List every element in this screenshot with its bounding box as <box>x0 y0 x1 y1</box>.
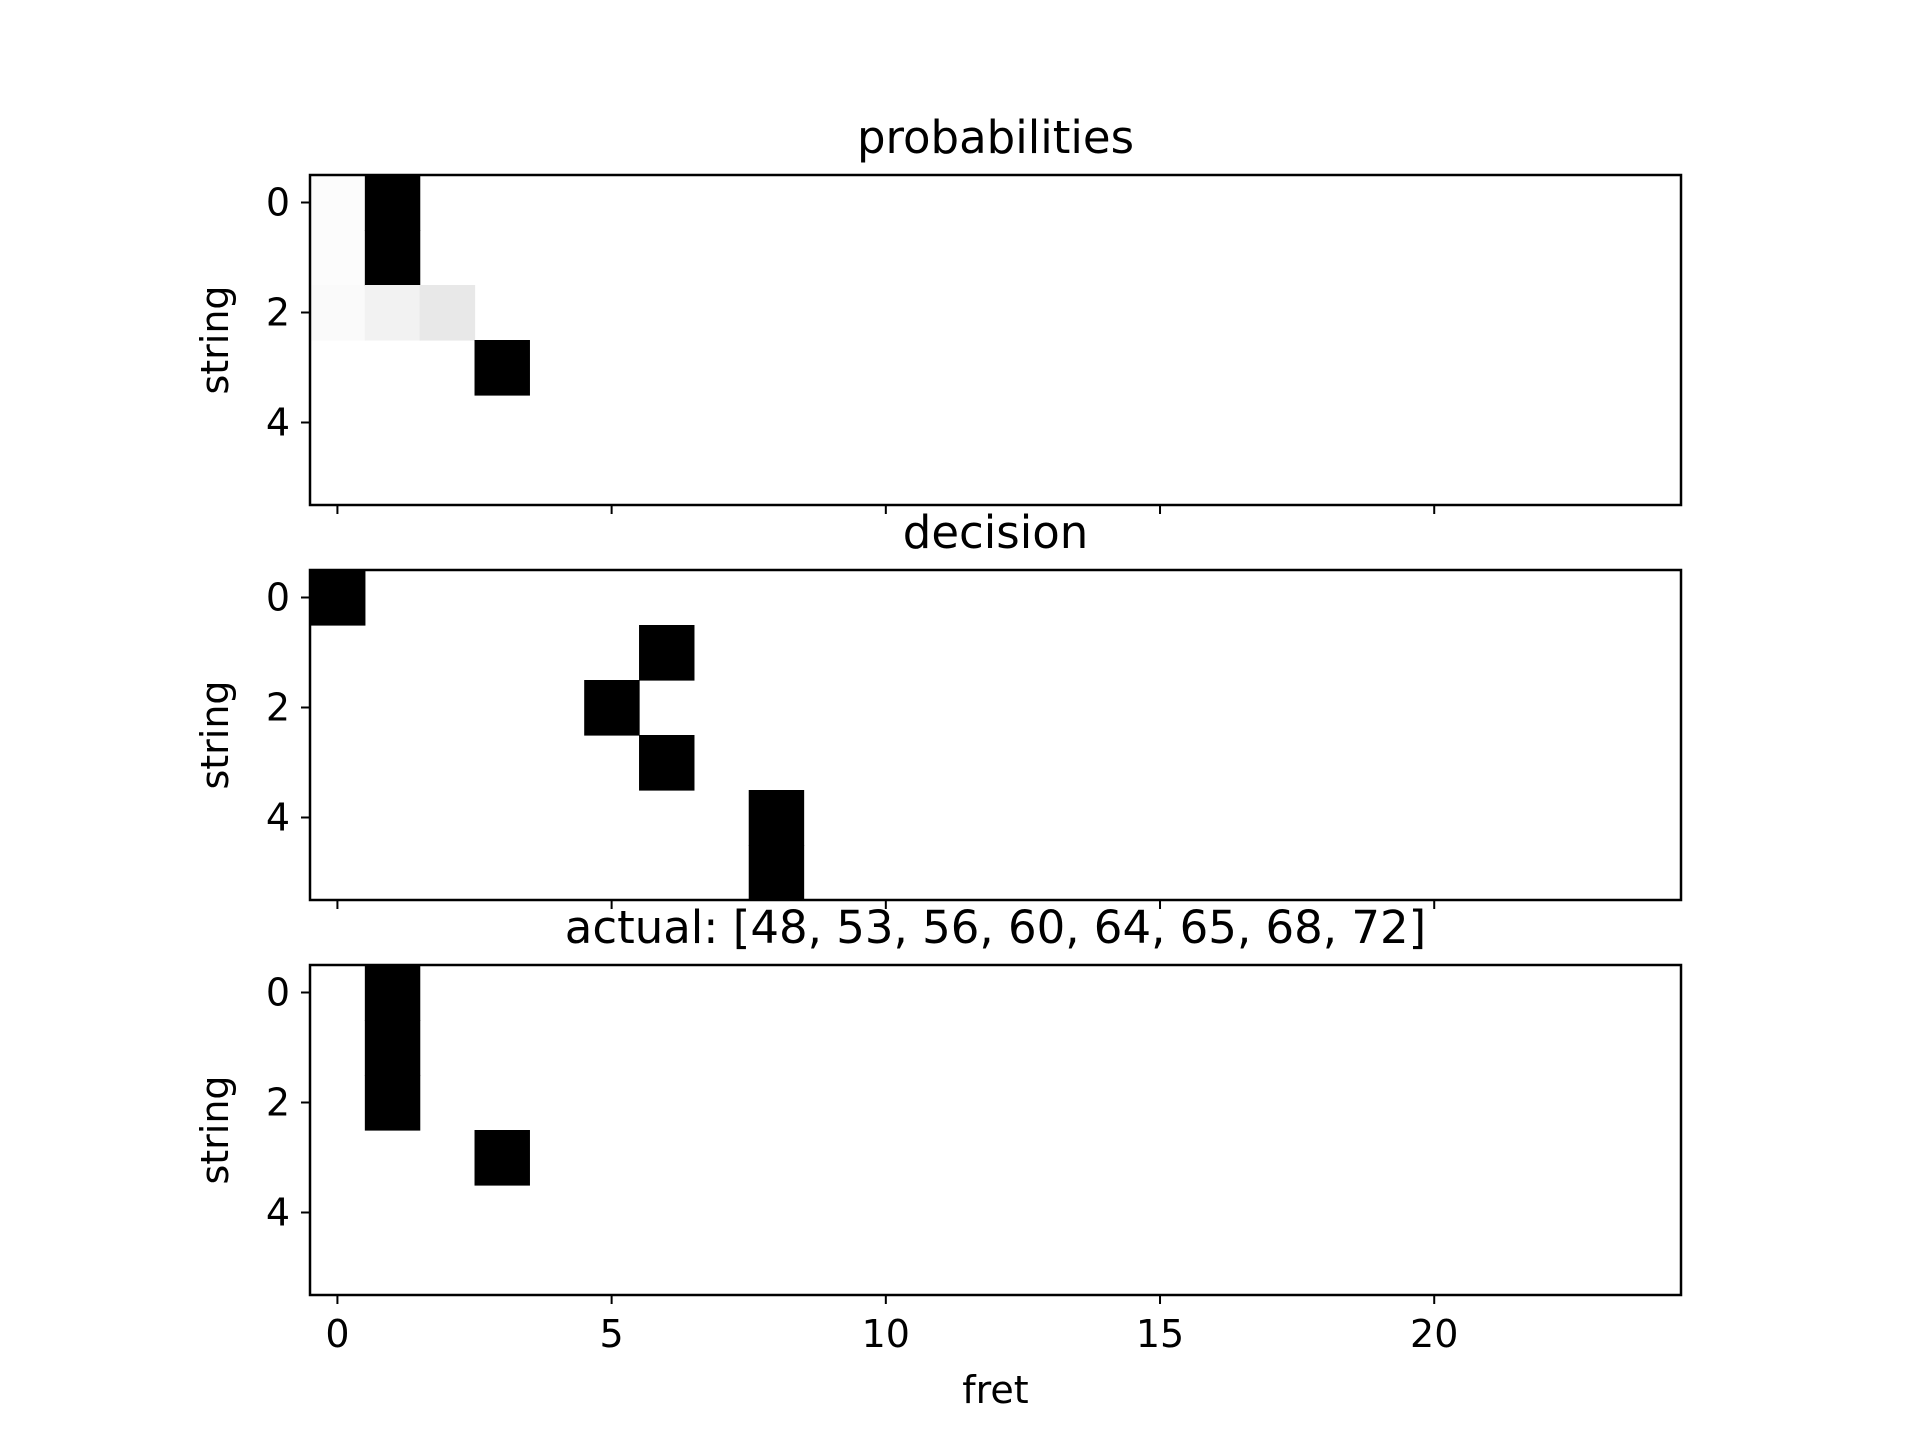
y-tick-label: 2 <box>266 686 290 730</box>
plot-frame <box>308 173 1683 507</box>
heatmap-cell <box>748 790 805 846</box>
heatmap-cell <box>364 230 421 286</box>
y-axis-label: string <box>193 1075 237 1184</box>
heatmap-cell <box>310 285 366 341</box>
y-tick-label: 0 <box>266 971 290 1015</box>
heatmap-cell <box>584 680 640 736</box>
y-tick-label: 4 <box>266 1191 290 1235</box>
x-tick-label: 5 <box>600 1312 624 1356</box>
heatmap-cell <box>364 965 421 1021</box>
plot-frame <box>308 568 1683 902</box>
x-axis-label: fret <box>962 1368 1028 1412</box>
x-tick-label: 15 <box>1136 1312 1184 1356</box>
heatmap-cell <box>364 175 421 231</box>
x-tick-label: 20 <box>1410 1312 1458 1356</box>
heatmap-cell <box>310 230 366 286</box>
y-axis-label: string <box>193 285 237 394</box>
heatmap-cell <box>310 570 366 626</box>
heatmap-cell <box>474 1130 530 1186</box>
x-tick-label: 0 <box>325 1312 349 1356</box>
heatmap-cell <box>639 625 695 681</box>
y-tick-label: 0 <box>266 576 290 620</box>
heatmap-cell <box>474 340 530 396</box>
plot-frame <box>308 963 1683 1297</box>
heatmap-cell <box>364 1020 421 1076</box>
heatmap-cell <box>748 845 805 901</box>
y-tick-label: 2 <box>266 1081 290 1125</box>
chart-title: actual: [48, 53, 56, 60, 64, 65, 68, 72] <box>565 901 1426 954</box>
heatmap-cell <box>310 175 366 231</box>
heatmap-cell <box>419 285 476 341</box>
heatmap-cell <box>364 1075 421 1131</box>
y-tick-label: 2 <box>266 291 290 335</box>
heatmap-cell <box>639 735 695 791</box>
y-tick-label: 0 <box>266 181 290 225</box>
y-tick-label: 4 <box>266 401 290 445</box>
heatmap-cell <box>364 285 421 341</box>
y-axis-label: string <box>193 680 237 789</box>
chart-title: decision <box>903 506 1089 559</box>
chart-title: probabilities <box>857 111 1134 164</box>
x-tick-label: 10 <box>862 1312 910 1356</box>
y-tick-label: 4 <box>266 796 290 840</box>
